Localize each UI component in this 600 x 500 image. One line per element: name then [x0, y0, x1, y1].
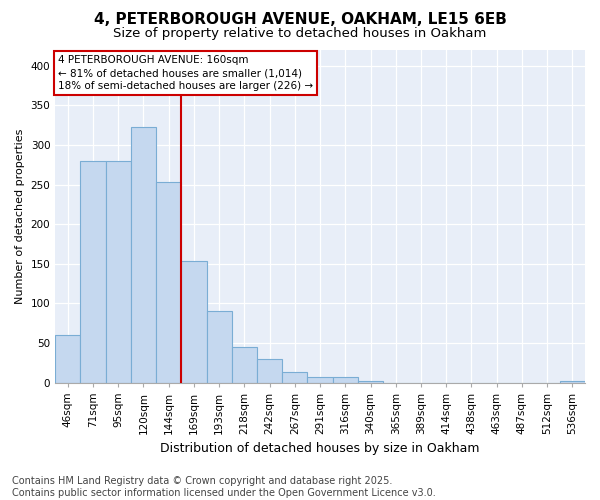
Bar [257, 359, 282, 382]
Bar [307, 377, 332, 382]
Text: 4, PETERBOROUGH AVENUE, OAKHAM, LE15 6EB: 4, PETERBOROUGH AVENUE, OAKHAM, LE15 6EB [94, 12, 506, 28]
Bar [358, 381, 383, 382]
Bar [106, 161, 131, 382]
X-axis label: Distribution of detached houses by size in Oakham: Distribution of detached houses by size … [160, 442, 480, 455]
Bar [181, 262, 206, 382]
Bar [206, 312, 232, 382]
Bar [131, 127, 156, 382]
Y-axis label: Number of detached properties: Number of detached properties [15, 128, 25, 304]
Text: Size of property relative to detached houses in Oakham: Size of property relative to detached ho… [113, 28, 487, 40]
Bar [332, 377, 358, 382]
Bar [156, 182, 181, 382]
Text: Contains HM Land Registry data © Crown copyright and database right 2025.
Contai: Contains HM Land Registry data © Crown c… [12, 476, 436, 498]
Bar [55, 335, 80, 382]
Bar [232, 347, 257, 382]
Bar [560, 381, 585, 382]
Bar [282, 372, 307, 382]
Text: 4 PETERBOROUGH AVENUE: 160sqm
← 81% of detached houses are smaller (1,014)
18% o: 4 PETERBOROUGH AVENUE: 160sqm ← 81% of d… [58, 55, 313, 92]
Bar [80, 161, 106, 382]
